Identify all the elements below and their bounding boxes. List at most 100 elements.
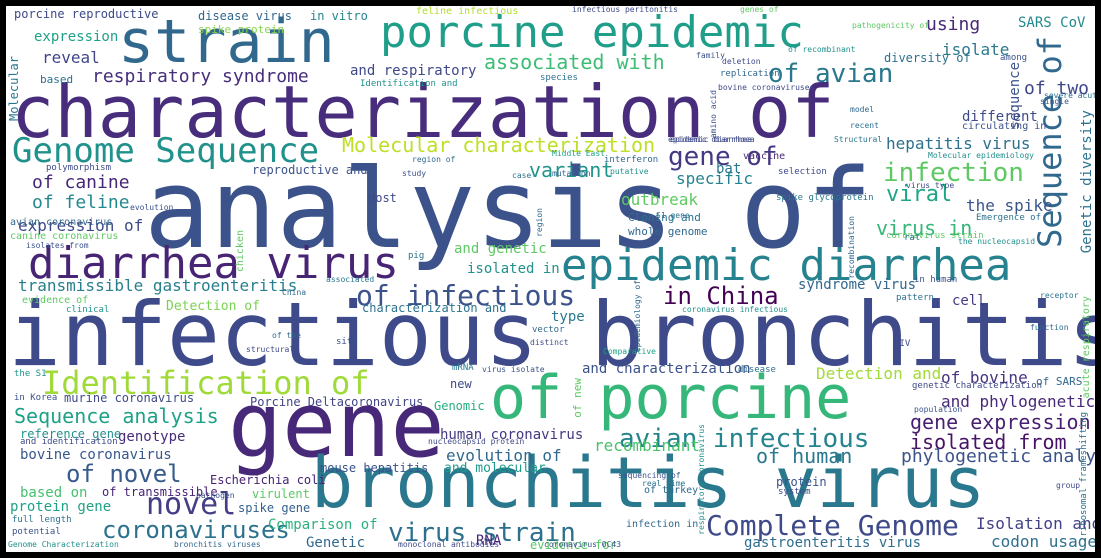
- word: of recombinant: [788, 45, 856, 54]
- word: gastroenteritis virus: [744, 535, 922, 551]
- word: of porcine: [490, 363, 852, 433]
- word: bovine coronavirus: [20, 447, 172, 463]
- word: and genetic: [454, 241, 547, 257]
- word: region of: [412, 155, 456, 164]
- word: genes of: [740, 6, 779, 14]
- word: evidence for: [530, 538, 617, 552]
- word: variant: [529, 158, 614, 182]
- word: bat: [716, 161, 742, 177]
- word: vector: [532, 325, 565, 335]
- word: pattern: [896, 293, 934, 303]
- word: disease: [738, 365, 776, 375]
- word: isolate: [942, 40, 1010, 59]
- word: in China: [663, 282, 779, 310]
- word: reference gene: [20, 427, 122, 441]
- word: pathogen: [196, 491, 235, 500]
- word: acute respiratory: [1081, 296, 1092, 399]
- word: expression of: [18, 216, 144, 235]
- word: genetic characterization: [912, 381, 1043, 391]
- word: vaccine: [743, 151, 786, 162]
- word: of the: [272, 331, 301, 340]
- word: interferon: [604, 155, 659, 165]
- word: of avian: [768, 59, 894, 89]
- word: Escherichia coli: [210, 473, 326, 487]
- word: virulent: [252, 487, 310, 501]
- word: codon usage: [991, 532, 1095, 551]
- word: mRNA: [452, 363, 474, 373]
- word: Molecular epidemiology: [928, 151, 1034, 160]
- word: murine coronavirus: [64, 391, 195, 405]
- word: in vitro: [310, 9, 368, 23]
- word: respiratory syndrome: [92, 66, 309, 87]
- word: spike protein: [198, 23, 285, 36]
- word: of canine: [32, 172, 130, 193]
- word: in Korea: [14, 393, 58, 403]
- word: and characterization: [582, 361, 751, 377]
- word: different: [962, 109, 1038, 125]
- word: diversity of: [884, 51, 971, 65]
- word: human coronavirus: [440, 427, 584, 443]
- word: genotype: [118, 429, 186, 445]
- word: distinct: [530, 338, 569, 347]
- word: Genome Characterization: [8, 540, 119, 549]
- word: evolution: [130, 203, 174, 212]
- word: strain: [118, 7, 335, 77]
- word: Molecular characterization: [342, 133, 656, 157]
- word: transmissible gastroenteritis: [18, 276, 298, 295]
- word: system: [778, 487, 811, 497]
- word: and identification: [20, 437, 118, 447]
- word: syndrome virus: [798, 277, 917, 293]
- word: Host: [368, 191, 397, 205]
- word: new: [450, 377, 472, 391]
- word: infectious peritonitis: [572, 6, 678, 14]
- word: spike glycoprotein: [776, 193, 874, 203]
- word: S1 gene: [656, 211, 690, 220]
- word: clinical: [66, 305, 110, 315]
- word: species: [540, 73, 578, 83]
- word: of turkey: [644, 485, 699, 496]
- word: Genetic diversity: [1079, 110, 1095, 254]
- word: infection: [883, 158, 1024, 188]
- word: using: [926, 14, 981, 35]
- word: Comparison of: [268, 517, 378, 533]
- word: avian coronavirus: [10, 217, 113, 228]
- word: Genome Sequence: [12, 131, 320, 171]
- word: China: [282, 288, 307, 297]
- word: avian infectious: [619, 424, 870, 454]
- word: in human: [914, 275, 958, 285]
- word: circulating in: [962, 121, 1047, 132]
- word: structural: [246, 345, 295, 354]
- word: Middle East: [552, 149, 605, 158]
- word: polymorphism: [46, 163, 112, 173]
- word: Comparative: [603, 347, 656, 356]
- word: associated: [326, 275, 375, 284]
- word: family: [696, 51, 725, 60]
- word: novel: [146, 487, 237, 522]
- word: coronavirus OC43: [544, 540, 622, 549]
- word: infectious bronchitis: [8, 283, 1095, 386]
- word: disease virus: [198, 9, 292, 23]
- word: evidence of: [22, 295, 89, 306]
- word: replication: [720, 69, 780, 79]
- word: real time: [642, 479, 686, 488]
- word: of SARS: [1036, 375, 1083, 388]
- word: study: [402, 169, 427, 178]
- word: spike gene: [238, 501, 311, 515]
- word: single: [1040, 97, 1069, 106]
- word: of novel: [66, 460, 182, 488]
- word: and respiratory: [350, 63, 477, 79]
- word: Structural: [834, 135, 883, 144]
- word: cell: [952, 293, 986, 309]
- word: and phylogenetic: [941, 392, 1095, 411]
- word: Isolation and: [976, 514, 1095, 533]
- word: porcine reproductive: [14, 7, 159, 21]
- word: feline infectious: [416, 6, 519, 17]
- word: of infectious: [356, 279, 576, 312]
- word: Identification of: [42, 364, 370, 402]
- word: receptor: [1040, 291, 1079, 300]
- word: expression: [34, 29, 119, 45]
- word: isolated in: [467, 261, 560, 277]
- word: recombination: [847, 216, 856, 279]
- word: case: [512, 171, 532, 180]
- word: virus isolate: [482, 365, 545, 374]
